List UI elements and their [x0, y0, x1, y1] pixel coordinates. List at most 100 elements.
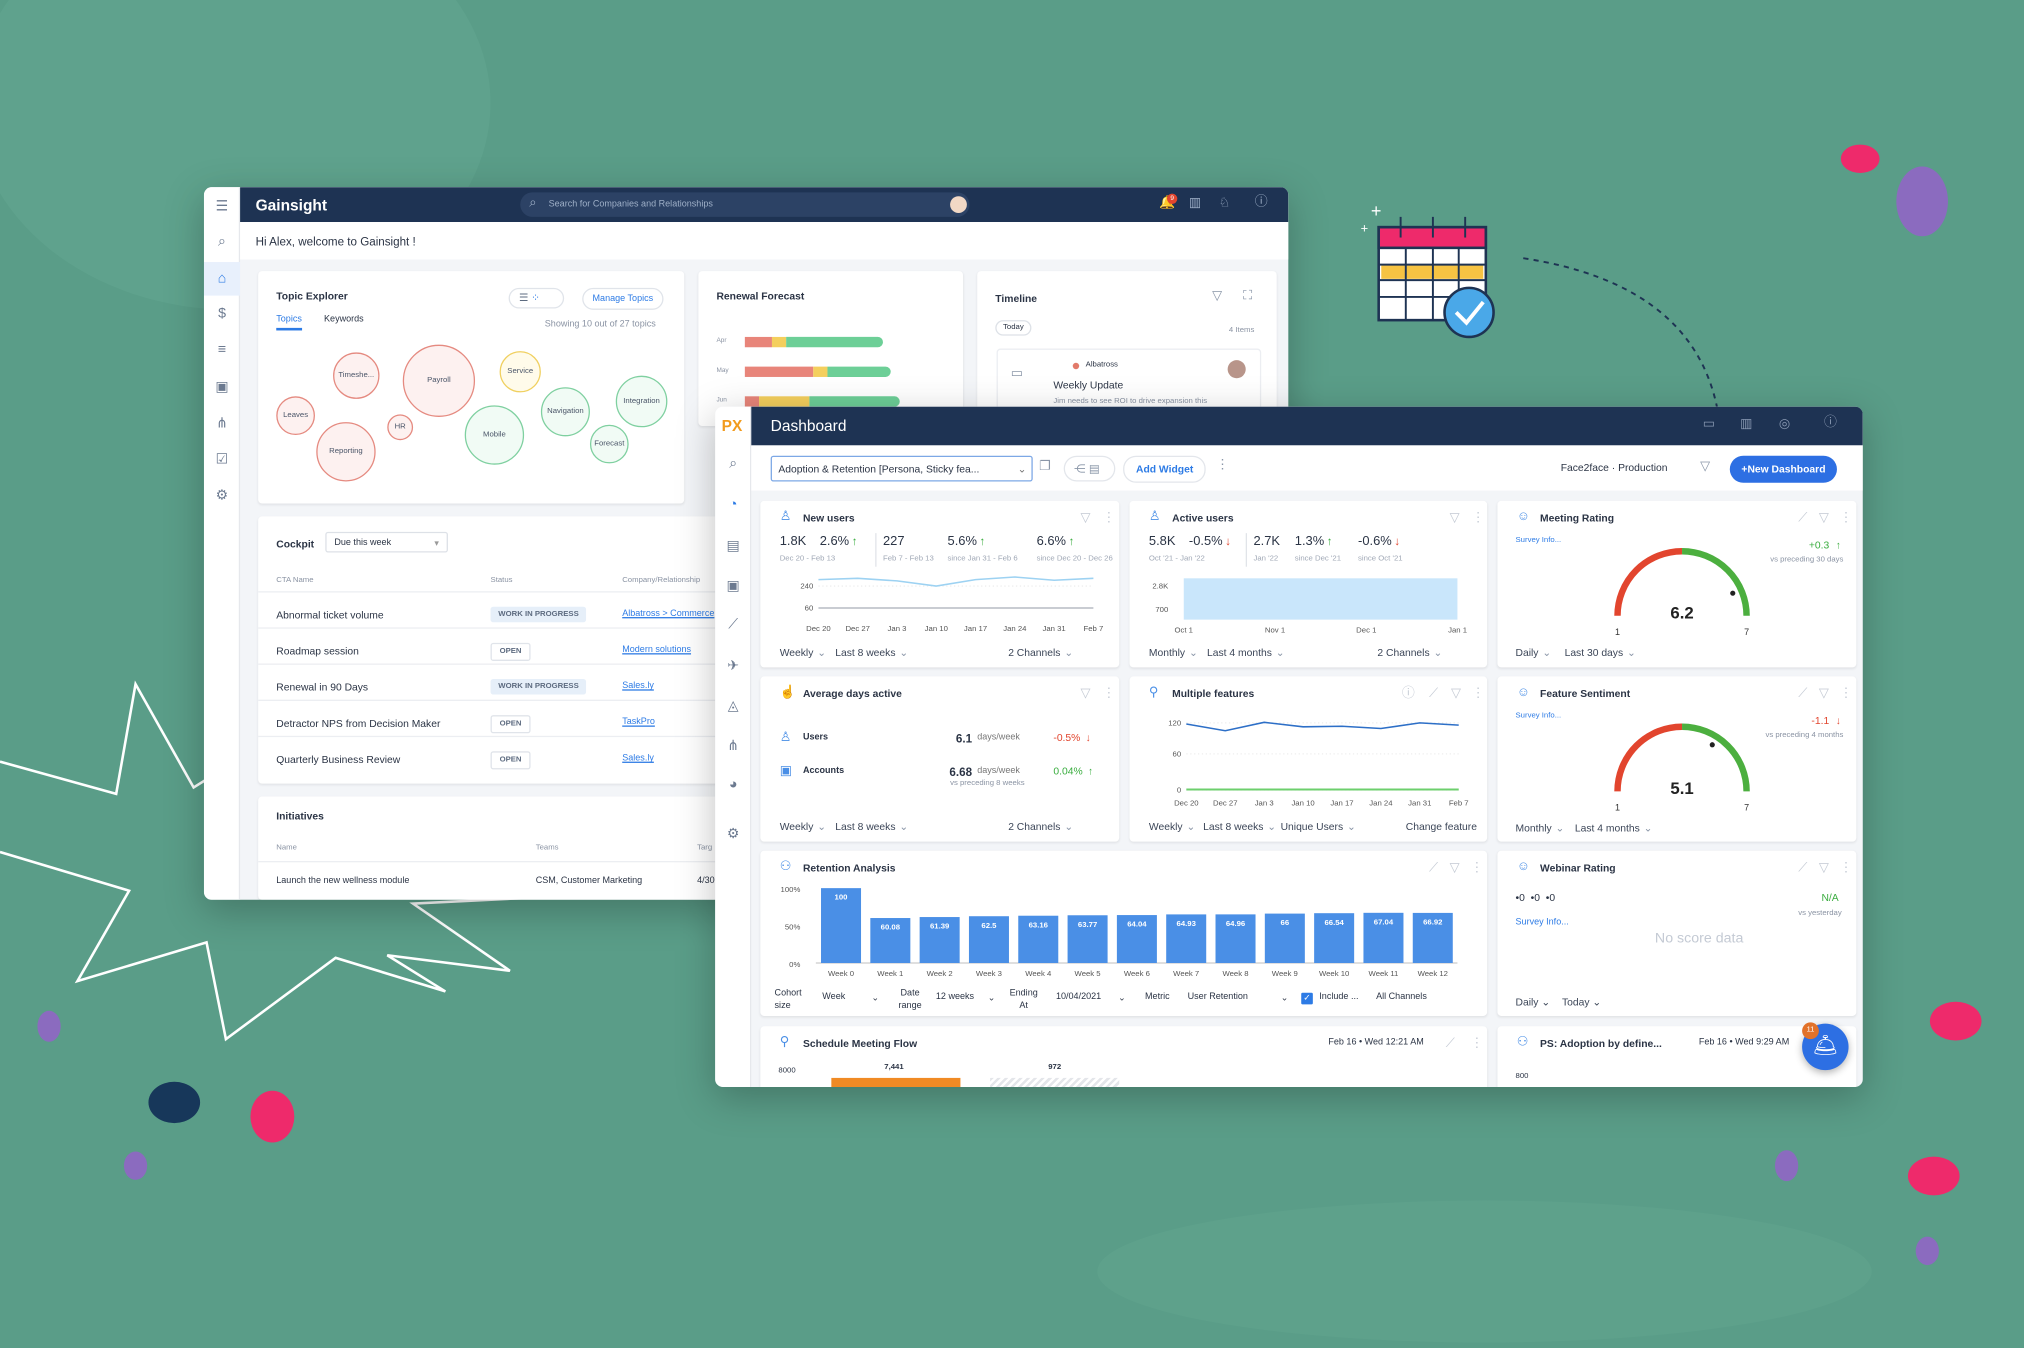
- filter-icon[interactable]: ▽: [1449, 861, 1460, 876]
- chart-type-icon[interactable]: ⟋: [1798, 686, 1808, 701]
- retention-bar[interactable]: [1264, 913, 1305, 964]
- widget-control-select[interactable]: Last 8 weeks ⌄: [835, 647, 908, 659]
- more-options-icon[interactable]: ⋮: [1102, 511, 1116, 526]
- dashboard-gauge-icon[interactable]: ◔: [728, 496, 738, 513]
- filter-icon[interactable]: ▽: [1818, 861, 1829, 876]
- more-options-icon[interactable]: ⋮: [1471, 511, 1485, 526]
- period-select[interactable]: Daily ⌄: [1515, 996, 1551, 1009]
- cta-name[interactable]: Quarterly Business Review: [276, 753, 401, 766]
- help-globe-icon[interactable]: ◎: [1778, 416, 1791, 432]
- company-link[interactable]: Modern solutions: [622, 645, 692, 655]
- timeline-icon[interactable]: ▣: [215, 379, 229, 396]
- dashboard-select[interactable]: Adoption & Retention [Persona, Sticky fe…: [770, 455, 1033, 482]
- filter-icon[interactable]: ▽: [1700, 459, 1711, 474]
- search-input[interactable]: Search for Companies and Relationships: [548, 200, 713, 210]
- retention-bar[interactable]: [821, 888, 862, 964]
- copy-icon[interactable]: ❐: [1039, 459, 1051, 474]
- widget-control-select[interactable]: Last 30 days ⌄: [1565, 647, 1636, 659]
- add-widget-button[interactable]: Add Widget: [1123, 455, 1207, 483]
- topic-bubble[interactable]: Integration: [615, 375, 668, 428]
- topic-bubble[interactable]: Forecast: [589, 424, 629, 464]
- search-icon[interactable]: ⌕: [729, 455, 738, 472]
- topic-bubble[interactable]: Reporting: [316, 422, 376, 482]
- book-icon[interactable]: ▥: [1740, 416, 1753, 432]
- forecast-segment[interactable]: [786, 336, 883, 348]
- company-link[interactable]: Sales.ly: [622, 681, 654, 691]
- range-select[interactable]: Today ⌄: [1561, 996, 1602, 1009]
- knowledge-icon[interactable]: ◬: [727, 698, 739, 714]
- user-avatar[interactable]: [950, 196, 967, 213]
- more-options-icon[interactable]: ⋮: [1839, 686, 1853, 701]
- tab-keywords[interactable]: Keywords: [324, 314, 364, 325]
- share-toggle[interactable]: ⋲ ▤: [1063, 455, 1116, 482]
- chart-type-icon[interactable]: ⟋: [1429, 686, 1439, 701]
- paths-icon[interactable]: ⋔: [727, 738, 740, 754]
- retention-bar[interactable]: [1018, 915, 1059, 964]
- filter-icon[interactable]: ▽: [1818, 511, 1829, 526]
- more-options-icon[interactable]: ⋮: [1470, 861, 1484, 876]
- list-icon[interactable]: ≡: [217, 342, 227, 358]
- settings-icon[interactable]: ⚙: [726, 826, 740, 842]
- widget-control-select[interactable]: Change feature: [1406, 821, 1477, 833]
- survey-info-link[interactable]: Survey Info...: [1515, 917, 1569, 927]
- retention-bar[interactable]: [1363, 912, 1404, 964]
- retention-bar[interactable]: [1116, 915, 1157, 964]
- filter-icon[interactable]: ▽: [1449, 511, 1460, 526]
- cta-name[interactable]: Detractor NPS from Decision Maker: [276, 717, 441, 730]
- forecast-segment[interactable]: [809, 396, 900, 407]
- analytics-icon[interactable]: ⟋: [728, 617, 739, 633]
- chat-icon[interactable]: ▭: [1702, 416, 1715, 432]
- assist-icon[interactable]: ♘: [1218, 196, 1231, 211]
- include-checkbox[interactable]: ✓: [1301, 992, 1313, 1005]
- profile-icon[interactable]: ⓘ: [1254, 194, 1268, 210]
- global-search[interactable]: ⌕ Search for Companies and Relationships: [520, 192, 970, 217]
- forecast-segment[interactable]: [744, 396, 759, 407]
- engagement-icon[interactable]: ✈: [727, 658, 740, 674]
- topic-bubble[interactable]: HR: [387, 414, 414, 441]
- chart-type-icon[interactable]: ⟋: [1429, 861, 1439, 876]
- widget-control-select[interactable]: Last 4 months ⌄: [1575, 822, 1652, 834]
- info-icon[interactable]: ⓘ: [1401, 686, 1415, 701]
- retention-bar[interactable]: [968, 916, 1009, 964]
- survey-info-link[interactable]: Survey Info...: [1515, 537, 1562, 545]
- company-link[interactable]: TaskPro: [622, 717, 655, 727]
- company-link[interactable]: Sales.ly: [622, 753, 654, 763]
- date-range-select[interactable]: 12 weeks ⌄: [936, 993, 995, 1003]
- topic-bubble[interactable]: Leaves: [276, 396, 315, 436]
- widget-control-select[interactable]: Unique Users ⌄: [1281, 821, 1356, 833]
- dollar-icon[interactable]: $: [218, 305, 226, 322]
- topic-bubble[interactable]: Payroll: [402, 344, 476, 417]
- cta-name[interactable]: Abnormal ticket volume: [276, 609, 384, 621]
- network-icon[interactable]: ⋔: [216, 415, 228, 432]
- survey-info-link[interactable]: Survey Info...: [1515, 712, 1562, 721]
- cohort-size-select[interactable]: Week ⌄: [822, 993, 879, 1003]
- forecast-segment[interactable]: [772, 336, 787, 348]
- more-options-icon[interactable]: ⋮: [1839, 861, 1853, 876]
- more-options-icon[interactable]: ⋮: [1216, 458, 1229, 473]
- channels-select[interactable]: All Channels: [1376, 992, 1427, 1002]
- forecast-segment[interactable]: [744, 336, 773, 348]
- metric-select[interactable]: User Retention ⌄: [1188, 993, 1289, 1003]
- widget-control-select[interactable]: Monthly ⌄: [1516, 822, 1565, 834]
- retention-bar[interactable]: [1215, 914, 1256, 964]
- filter-icon[interactable]: ▽: [1212, 289, 1223, 304]
- company-link[interactable]: Albatross > Commerce: [622, 609, 715, 619]
- manage-topics-button[interactable]: Manage Topics: [582, 287, 664, 310]
- topic-bubble[interactable]: Mobile: [464, 405, 525, 465]
- view-toggle[interactable]: ☰ ⁘: [508, 287, 565, 309]
- tab-topics[interactable]: Topics: [276, 315, 302, 331]
- chart-type-icon[interactable]: ⟋: [1798, 511, 1808, 526]
- new-dashboard-button[interactable]: +New Dashboard: [1729, 455, 1838, 483]
- widget-control-select[interactable]: Monthly ⌄: [1149, 647, 1198, 659]
- retention-bar[interactable]: [1412, 912, 1453, 964]
- more-options-icon[interactable]: ⋮: [1839, 511, 1853, 526]
- initiative-name[interactable]: Launch the new wellness module: [276, 876, 410, 886]
- cockpit-filter-dropdown[interactable]: Due this week ▾: [325, 531, 448, 553]
- today-pill[interactable]: Today: [995, 320, 1032, 336]
- retention-bar[interactable]: [919, 917, 960, 964]
- widget-control-select[interactable]: Last 8 weeks ⌄: [1203, 821, 1276, 833]
- filter-icon[interactable]: ▽: [1080, 511, 1091, 526]
- checklist-icon[interactable]: ☑: [215, 451, 229, 468]
- topic-bubble[interactable]: Service: [499, 351, 541, 393]
- briefcase-icon[interactable]: ▣: [726, 578, 740, 594]
